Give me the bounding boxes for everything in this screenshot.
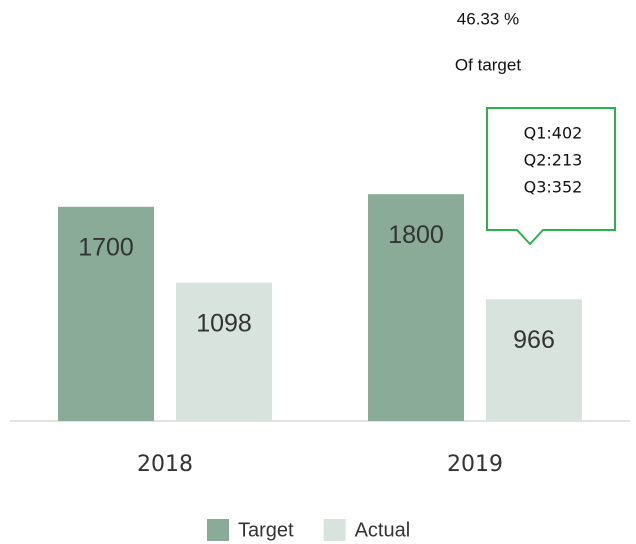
callout-box <box>486 107 616 246</box>
x-tick-label: 2019 <box>447 452 503 477</box>
data-label: 1700 <box>78 233 134 261</box>
data-label: 1800 <box>388 221 444 249</box>
legend-label: Actual <box>355 519 411 541</box>
annotation: Of target <box>455 55 521 74</box>
callout-text: Q3:352 <box>524 178 583 197</box>
data-label: 1098 <box>196 309 252 337</box>
callout-text: Q1:402 <box>524 124 583 143</box>
bar <box>176 282 272 421</box>
x-tick-label: 2018 <box>137 452 193 477</box>
bar <box>486 299 582 421</box>
annotation: 46.33 % <box>457 9 519 28</box>
callout-text: Q2:213 <box>524 151 583 170</box>
bar <box>58 206 154 421</box>
legend-swatch <box>207 519 229 541</box>
data-label: 966 <box>513 326 555 354</box>
legend-label: Target <box>238 519 294 541</box>
legend-swatch <box>323 519 346 541</box>
bar <box>368 194 464 421</box>
